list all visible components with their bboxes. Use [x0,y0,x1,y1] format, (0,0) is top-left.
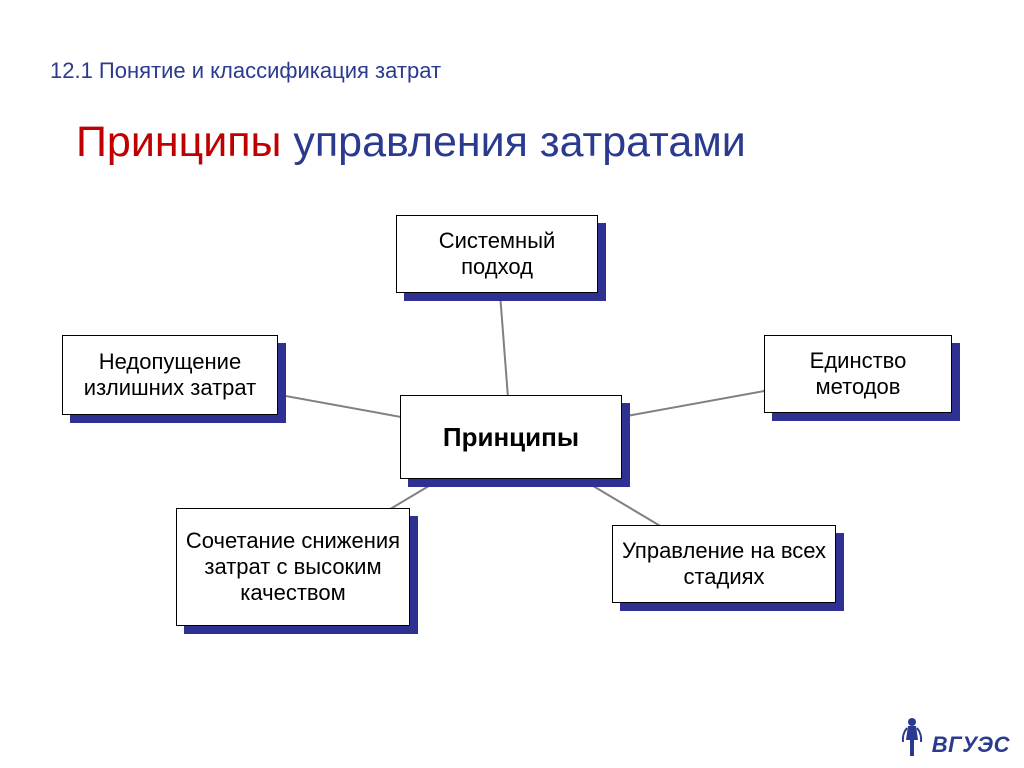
diagram-node: Единство методов [764,335,952,413]
diagram-node: Недопущение излишних затрат [62,335,278,415]
node-label: Единство методов [773,348,943,400]
logo-figure-icon [898,716,926,758]
node-label: Системный подход [405,228,589,280]
logo-text: ВГУЭС [932,732,1010,758]
node-label: Принципы [443,422,579,453]
diagram-node: Системный подход [396,215,598,293]
node-label: Недопущение излишних затрат [71,349,269,401]
node-label: Управление на всех стадиях [621,538,827,590]
diagram-node: Сочетание снижения затрат с высоким каче… [176,508,410,626]
slide: 12.1 Понятие и классификация затрат Прин… [0,0,1024,768]
node-label: Сочетание снижения затрат с высоким каче… [185,528,401,606]
diagram-node: Управление на всех стадиях [612,525,836,603]
logo: ВГУЭС [898,716,1010,758]
diagram-center-node: Принципы [400,395,622,479]
